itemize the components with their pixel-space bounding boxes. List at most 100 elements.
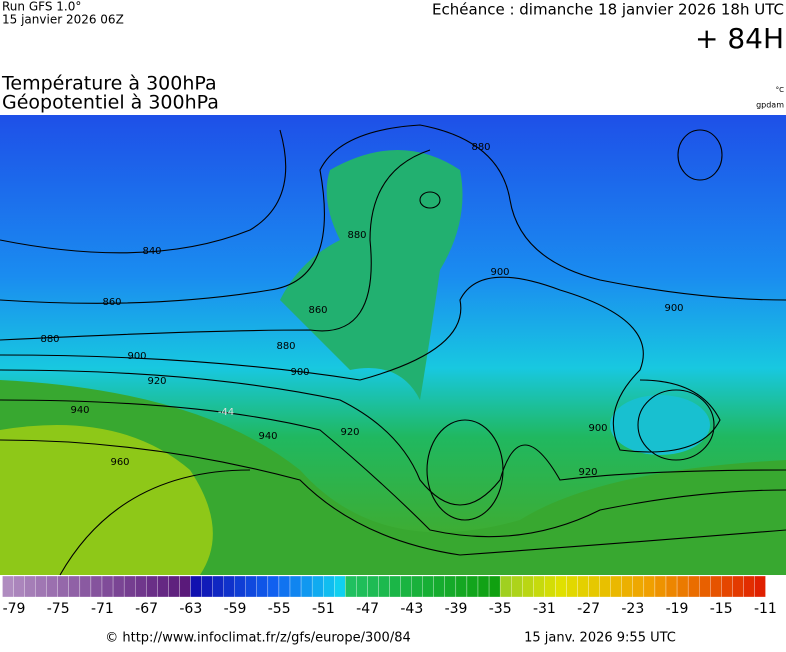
- colorbar-label: -67: [135, 601, 158, 617]
- contour-label: 880: [347, 230, 366, 241]
- contour-label: 860: [308, 305, 327, 316]
- title-geopotential: Géopotentiel à 300hPa: [2, 92, 219, 114]
- contour-label: 960: [110, 457, 129, 468]
- contour-label: 940: [258, 431, 277, 442]
- colorbar-cell: [577, 575, 589, 598]
- colorbar-cell: [323, 575, 335, 598]
- forecast-time: Echéance : dimanche 18 janvier 2026 18h …: [432, 1, 784, 19]
- colorbar-cell: [367, 575, 379, 598]
- colorbar-cell: [278, 575, 291, 598]
- contour-label: 900: [290, 367, 309, 378]
- colorbar-cell: [676, 575, 689, 598]
- colorbar-cell: [256, 575, 269, 598]
- colorbar-cell: [13, 575, 25, 598]
- colorbar-label: -31: [533, 601, 556, 617]
- footer-time: 15 janv. 2026 9:55 UTC: [524, 631, 676, 646]
- colorbar-cell: [422, 575, 434, 598]
- contour-label: 880: [40, 334, 59, 345]
- colorbar-cell: [643, 575, 656, 598]
- colorbar-label: -43: [400, 601, 423, 617]
- contour-label: 860: [102, 297, 121, 308]
- colorbar-label: -39: [445, 601, 468, 617]
- colorbar-cell: [533, 575, 545, 598]
- unit-geopotential: gpdam: [756, 101, 784, 110]
- colorbar-cell: [566, 575, 578, 598]
- unit-temperature: °C: [776, 86, 785, 94]
- colorbar-cell: [168, 575, 180, 598]
- colorbar-cell: [654, 575, 667, 598]
- colorbar-cell: [334, 575, 346, 598]
- colorbar-cell: [157, 575, 169, 598]
- colorbar-label: -55: [268, 601, 291, 617]
- colorbar-cell: [588, 575, 600, 598]
- colorbar-label: -75: [47, 601, 70, 617]
- contour-label: 940: [70, 405, 89, 416]
- run-date: 15 janvier 2026 06Z: [2, 13, 124, 27]
- colorbar-label: -59: [224, 601, 247, 617]
- colorbar-cell: [112, 575, 125, 598]
- colorbar-label: -23: [621, 601, 644, 617]
- colorbar-cell: [179, 575, 191, 598]
- contour-label: 900: [127, 351, 146, 362]
- colorbar-cell: [245, 575, 257, 598]
- colorbar-label: -35: [489, 601, 512, 617]
- colorbar-label: -47: [356, 601, 379, 617]
- colorbar-cell: [687, 575, 700, 598]
- colorbar-cell: [201, 575, 213, 598]
- contour-label: 900: [588, 423, 607, 434]
- colorbar-cell: [455, 575, 468, 598]
- colorbar-cell: [699, 575, 711, 598]
- colorbar-cell: [35, 575, 47, 598]
- colorbar-cell: [68, 575, 81, 598]
- title-temperature: Température à 300hPa: [1, 73, 217, 95]
- colorbar-cell: [146, 575, 158, 598]
- colorbar-cell: [2, 575, 14, 598]
- colorbar-cell: [90, 575, 103, 598]
- colorbar-label: -71: [91, 601, 114, 617]
- colorbar-cell: [555, 575, 567, 598]
- colorbar-cell: [544, 575, 556, 598]
- colorbar-cell: [190, 575, 202, 598]
- colorbar-cell: [499, 575, 512, 598]
- colorbar-cell: [411, 575, 423, 598]
- colorbar-cell: [79, 575, 92, 598]
- colorbar-cell: [721, 575, 733, 598]
- colorbar-label: -19: [666, 601, 689, 617]
- contour-label: -44: [218, 407, 234, 418]
- colorbar-cell: [389, 575, 401, 598]
- colorbar-cell: [477, 575, 490, 598]
- map: 840 860 880 900 920 940 960 860 880 900 880 880 900 9…: [0, 115, 786, 576]
- colorbar-cell: [710, 575, 722, 598]
- cyclone-cold: [610, 395, 710, 455]
- lead-time: + 84H: [695, 22, 784, 55]
- colorbar-cell: [488, 575, 501, 598]
- colorbar-cell: [212, 575, 224, 598]
- contour-label: 880: [276, 341, 295, 352]
- colorbar-cell: [300, 575, 313, 598]
- contour-label: 880: [471, 142, 490, 153]
- colorbar-label: -79: [3, 601, 26, 617]
- colorbar-cell: [345, 575, 357, 598]
- colorbar-cell: [610, 575, 622, 598]
- colorbar-label: -51: [312, 601, 335, 617]
- colorbar-cell: [378, 575, 390, 598]
- contour-label: 900: [490, 267, 509, 278]
- colorbar-cell: [511, 575, 523, 598]
- contours: [0, 124, 786, 576]
- colorbar-cell: [289, 575, 302, 598]
- contour-label: 920: [340, 427, 359, 438]
- colorbar-cell: [466, 575, 479, 598]
- colorbar-label: -27: [577, 601, 600, 617]
- colorbar-cell: [444, 575, 457, 598]
- colorbar-label: -15: [710, 601, 733, 617]
- contour-label: 920: [147, 376, 166, 387]
- contour-label: 840: [142, 246, 161, 257]
- colorbar-cell: [400, 575, 412, 598]
- colorbar-cell: [754, 575, 766, 598]
- contour-label: 900: [664, 303, 683, 314]
- run-label: Run GFS 1.0°: [2, 0, 81, 14]
- colorbar-cell: [46, 575, 58, 598]
- colorbar-cell: [123, 575, 136, 598]
